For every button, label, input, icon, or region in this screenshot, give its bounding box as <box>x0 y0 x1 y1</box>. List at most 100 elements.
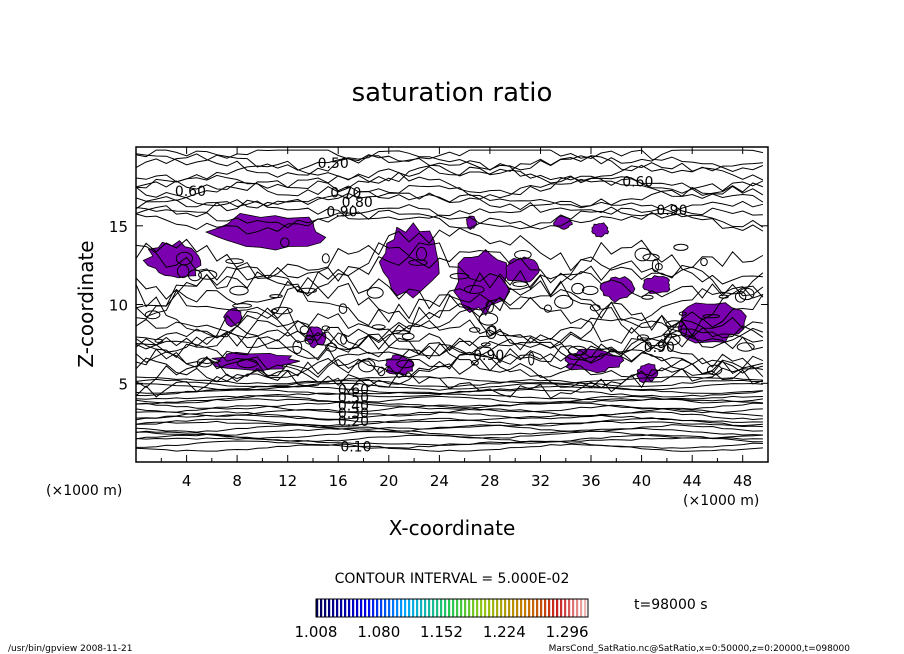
contour-label-9: 0.10 <box>340 439 371 455</box>
colorbar-tick-label-4: 1.296 <box>546 623 589 641</box>
colorbar-stripe-18 <box>388 599 391 617</box>
y-tick-label-0: 5 <box>118 375 128 393</box>
contour-lines <box>135 149 764 452</box>
colorbar-stripe-15 <box>376 599 379 617</box>
contour-loop-60 <box>340 333 348 345</box>
x-tick-label-6: 28 <box>480 472 499 490</box>
colorbar-stripe-19 <box>392 599 395 617</box>
contour-loop-64 <box>673 243 689 251</box>
contour-loop-56 <box>321 253 330 264</box>
y-axis-ticks: 5 10 15 <box>109 218 768 393</box>
colorbar-stripe-2 <box>324 599 327 617</box>
x-tick-label-4: 20 <box>379 472 398 490</box>
colorbar-stripe-17 <box>384 599 387 617</box>
contour-loop-3 <box>514 250 532 260</box>
contour-loop-47 <box>377 366 386 377</box>
contour-label-12: 0.40 <box>338 398 369 414</box>
contour-loop-63 <box>470 360 479 366</box>
colorbar-stripe-35 <box>456 599 459 617</box>
supersaturated-region-2 <box>378 222 440 299</box>
contour-line-39 <box>135 227 764 281</box>
x-tick-label-9: 40 <box>632 472 651 490</box>
contour-label-6: 0.90 <box>656 203 687 219</box>
colorbar-stripe-9 <box>352 599 355 617</box>
colorbar-tick-label-3: 1.224 <box>483 623 526 641</box>
contour-label-11: 0.30 <box>338 406 369 422</box>
plot-background <box>136 147 768 462</box>
colorbar-stripe-61 <box>560 599 563 617</box>
contour-loop-33 <box>567 345 588 357</box>
contour-label-13: 0.50 <box>338 390 369 406</box>
colorbar-stripe-46 <box>500 599 503 617</box>
contour-loop-59 <box>187 269 202 282</box>
supersaturated-region-10 <box>642 275 671 294</box>
x-tick-label-8: 36 <box>581 472 600 490</box>
contour-loop-6 <box>196 357 213 368</box>
colorbar-stripe-14 <box>372 599 375 617</box>
colorbar-stripe-23 <box>408 599 411 617</box>
colorbar-stripe-28 <box>428 599 431 617</box>
contour-label-7: 0.90 <box>473 348 504 364</box>
colorbar-stripe-12 <box>364 599 367 617</box>
colorbar-stripe-27 <box>424 599 427 617</box>
contour-line-48 <box>135 160 764 184</box>
contour-loop-24 <box>651 258 660 273</box>
colorbar-stripe-11 <box>360 599 363 617</box>
colorbar-stripe-20 <box>396 599 399 617</box>
contour-label-5: 0.90 <box>326 205 357 221</box>
colorbar-stripe-47 <box>504 599 507 617</box>
x-axis-ticks: 4 8 12 16 20 24 28 32 36 40 44 48 <box>160 147 752 490</box>
contour-loop-30 <box>485 325 497 339</box>
chart-title: saturation ratio <box>352 78 553 108</box>
colorbar-stripe-41 <box>480 599 483 617</box>
colorbar-stripe-22 <box>404 599 407 617</box>
colorbar-stripe-50 <box>516 599 519 617</box>
contour-label-1: 0.60 <box>175 184 206 200</box>
contour-labels: 0.500.600.600.700.800.90 0.900.90 0.900.10… <box>175 156 688 455</box>
contour-label-10: 0.20 <box>338 414 369 430</box>
contour-loop-66 <box>642 253 660 262</box>
contour-loop-69 <box>663 333 677 338</box>
supersaturated-region-0 <box>204 212 327 251</box>
contour-loop-40 <box>738 287 755 301</box>
contour-loop-12 <box>706 364 723 376</box>
contour-line-33 <box>135 289 764 346</box>
contour-line-28 <box>135 330 764 368</box>
colorbar-stripe-63 <box>568 599 571 617</box>
colorbar-tick-label-2: 1.152 <box>420 623 463 641</box>
colorbar-stripe-32 <box>444 599 447 617</box>
contour-label-2: 0.60 <box>622 175 653 191</box>
colorbar-stripe-10 <box>356 599 359 617</box>
colorbar-stripe-39 <box>472 599 475 617</box>
x-tick-label-0: 4 <box>182 472 192 490</box>
contour-loop-32 <box>554 294 574 309</box>
contour-line-4 <box>135 430 763 440</box>
contour-line-46 <box>135 171 764 197</box>
colorbar-stripe-43 <box>488 599 491 617</box>
contour-line-21 <box>135 375 763 385</box>
contour-line-31 <box>135 313 763 352</box>
contour-line-7 <box>135 420 763 430</box>
contour-line-32 <box>135 302 764 353</box>
contour-line-35 <box>135 269 764 327</box>
contour-label-14: 0.60 <box>338 383 369 399</box>
contour-loop-39 <box>678 311 687 316</box>
contour-loop-62 <box>371 324 386 330</box>
colorbar-stripe-48 <box>508 599 511 617</box>
contour-loop-65 <box>665 320 685 328</box>
colorbar-stripe-3 <box>328 599 331 617</box>
colorbar-stripe-55 <box>536 599 539 617</box>
x-tick-label-11: 48 <box>733 472 752 490</box>
colorbar-stripe-16 <box>380 599 383 617</box>
contour-loop-43 <box>478 312 499 326</box>
colorbar-stripe-52 <box>524 599 527 617</box>
time-label: t=98000 s <box>634 597 708 613</box>
contour-loop-21 <box>700 257 708 267</box>
colorbar-stripe-40 <box>476 599 479 617</box>
y-tick-label-1: 10 <box>109 297 128 315</box>
colorbar-stripe-60 <box>556 599 559 617</box>
contour-loop-18 <box>589 304 601 312</box>
contour-line-13 <box>135 401 763 410</box>
colorbar-stripe-24 <box>412 599 415 617</box>
